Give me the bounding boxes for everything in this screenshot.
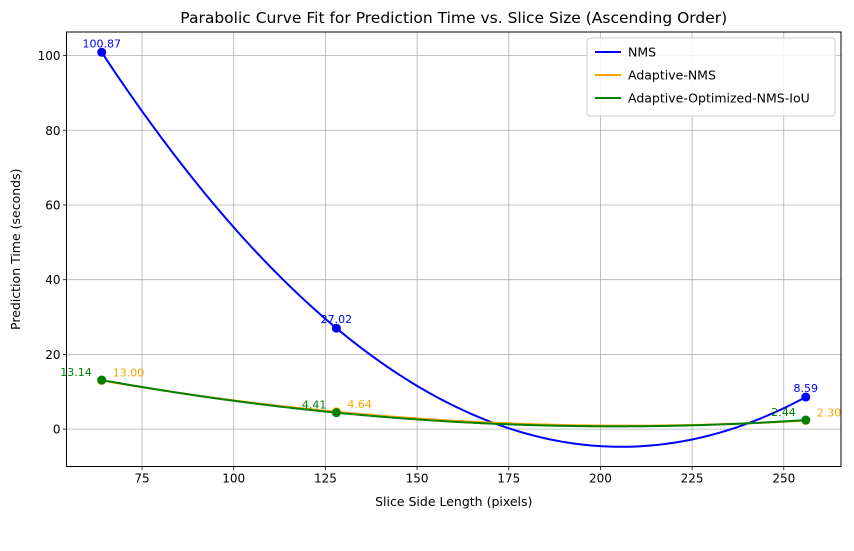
data-point — [331, 323, 341, 333]
data-label: 4.41 — [302, 399, 327, 412]
x-axis-label: Slice Side Length (pixels) — [375, 494, 532, 509]
legend: NMS Adaptive-NMS Adaptive-Optimized-NMS-Io… — [586, 37, 836, 117]
x-tick-label: 250 — [772, 472, 795, 486]
data-label: 100.87 — [82, 37, 121, 50]
data-label: 13.14 — [60, 366, 92, 379]
x-tick-label: 200 — [589, 472, 612, 486]
data-label: 2.44 — [771, 406, 796, 419]
data-labels: 100.87 27.02 8.59 13.00 4.64 2.30 13.14 4.41 2.4… — [60, 37, 841, 419]
legend-entry: Adaptive-NMS — [628, 68, 716, 83]
x-tick-label: 100 — [222, 472, 245, 486]
x-tick-label: 75 — [134, 472, 149, 486]
y-tick-label: 60 — [45, 198, 60, 212]
data-label: 13.00 — [113, 367, 145, 380]
data-point — [97, 375, 107, 385]
series-line-0 — [100, 51, 807, 448]
legend-box — [586, 37, 836, 117]
chart-title: Parabolic Curve Fit for Prediction Time … — [180, 9, 727, 27]
x-tick-label: 150 — [406, 472, 429, 486]
markers — [97, 47, 811, 426]
data-label: 2.30 — [817, 407, 842, 420]
data-label: 8.59 — [794, 382, 819, 395]
data-point — [331, 408, 341, 418]
data-label: 27.02 — [321, 313, 353, 326]
data-point — [801, 392, 811, 402]
data-point — [801, 415, 811, 425]
curves — [100, 51, 807, 448]
data-label: 4.64 — [347, 398, 372, 411]
x-tick-label: 175 — [497, 472, 520, 486]
data-point — [97, 47, 107, 57]
series-line-2 — [101, 379, 806, 428]
y-tick-label: 20 — [45, 348, 60, 362]
x-tick-label: 125 — [314, 472, 337, 486]
plot-frame — [66, 31, 842, 467]
x-tick-label: 225 — [681, 472, 704, 486]
legend-entry: NMS — [628, 45, 656, 60]
axis-ticks: 75 100 125 150 175 200 225 250 0 20 40 60 80 100 — [38, 49, 796, 485]
y-axis-label: Prediction Time (seconds) — [8, 169, 23, 330]
legend-entry: Adaptive-Optimized-NMS-IoU — [628, 91, 810, 106]
y-tick-label: 0 — [53, 423, 61, 437]
y-tick-label: 100 — [38, 49, 61, 63]
y-tick-label: 80 — [45, 124, 60, 138]
series-line-1 — [101, 379, 806, 427]
y-tick-label: 40 — [45, 273, 60, 287]
